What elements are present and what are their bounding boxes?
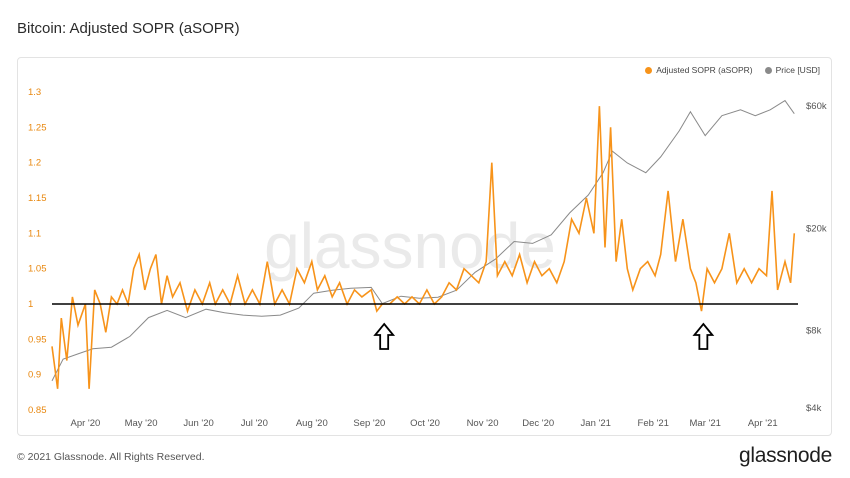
x-tick-label: Mar '21 xyxy=(690,418,721,429)
y-tick-left: 1.15 xyxy=(28,193,47,204)
x-tick-label: Aug '20 xyxy=(296,418,328,429)
y-tick-left: 1 xyxy=(28,299,33,310)
y-axis-right: $4k $8k $20k $60k xyxy=(806,101,827,414)
x-tick-label: Sep '20 xyxy=(353,418,385,429)
x-tick-label: Oct '20 xyxy=(410,418,440,429)
y-tick-right: $4k xyxy=(806,403,822,414)
y-tick-left: 1.1 xyxy=(28,228,41,239)
x-tick-label: Nov '20 xyxy=(467,418,499,429)
chart-title: Bitcoin: Adjusted SOPR (aSOPR) xyxy=(17,20,240,37)
series-line-price xyxy=(51,99,795,382)
y-tick-left: 1.3 xyxy=(28,87,41,98)
legend: Adjusted SOPR (aSOPR) Price [USD] xyxy=(645,65,820,75)
x-tick-label: Jul '20 xyxy=(241,418,268,429)
legend-item-price[interactable]: Price [USD] xyxy=(764,65,820,75)
series-line-sopr xyxy=(51,106,796,389)
y-tick-left: 0.85 xyxy=(28,405,47,416)
annotations xyxy=(373,322,715,350)
arrow-up-annotation xyxy=(692,322,715,350)
brand-logo[interactable]: glassnode xyxy=(738,444,832,467)
legend-dot-price xyxy=(764,66,772,74)
y-axis-left: 0.85 0.9 0.95 1 1.05 1.1 1.15 1.2 1.25 1.3 xyxy=(28,87,47,416)
x-tick-label: May '20 xyxy=(125,418,158,429)
x-tick-label: Feb '21 xyxy=(638,418,669,429)
copyright-footer: © 2021 Glassnode. All Rights Reserved. xyxy=(17,451,205,463)
legend-label-sopr: Adjusted SOPR (aSOPR) xyxy=(656,65,753,75)
y-tick-right: $8k xyxy=(806,326,822,337)
y-tick-right: $20k xyxy=(806,224,827,235)
x-tick-label: Dec '20 xyxy=(522,418,554,429)
legend-item-sopr[interactable]: Adjusted SOPR (aSOPR) xyxy=(645,65,753,75)
x-tick-label: Apr '21 xyxy=(748,418,778,429)
y-tick-left: 0.9 xyxy=(28,370,41,381)
x-tick-label: Jun '20 xyxy=(183,418,213,429)
legend-dot-sopr xyxy=(645,66,653,74)
x-tick-label: Apr '20 xyxy=(70,418,100,429)
y-tick-left: 1.2 xyxy=(28,158,41,169)
y-tick-left: 1.25 xyxy=(28,122,47,133)
y-tick-left: 1.05 xyxy=(28,264,47,275)
x-tick-label: Jan '21 xyxy=(581,418,611,429)
arrow-up-annotation xyxy=(373,322,396,350)
x-axis: Apr '20 May '20 Jun '20 Jul '20 Aug '20 Sep '… xyxy=(70,418,777,429)
y-tick-right: $60k xyxy=(806,101,827,112)
y-tick-left: 0.95 xyxy=(28,334,47,345)
legend-label-price: Price [USD] xyxy=(775,65,820,75)
